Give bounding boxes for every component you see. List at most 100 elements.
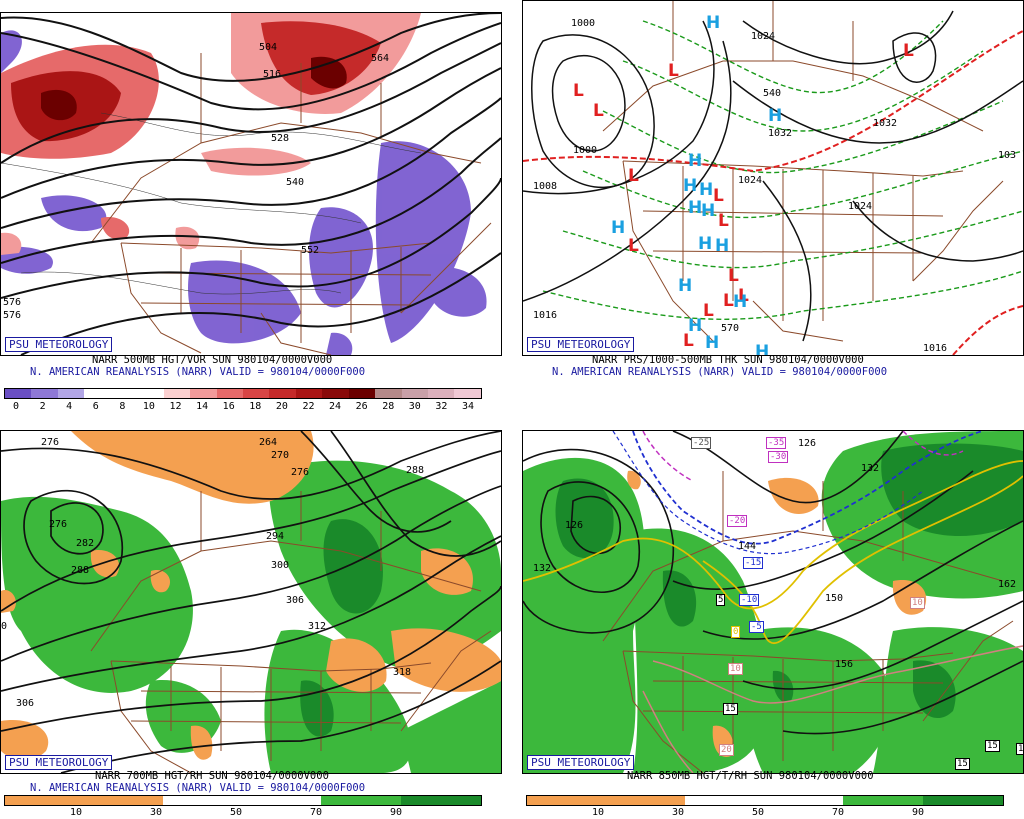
- vorticity-colorbar-ticks: 0 2 4 6 8 10 12 14 16 18 20 22 24 26 28 30 32 34: [4, 401, 480, 413]
- rh-colorbar: [526, 795, 1004, 806]
- freezing-thickness-line: [523, 30, 1023, 173]
- colorbar-swatch: [295, 389, 323, 398]
- colorbar-swatch: [163, 389, 191, 398]
- contour-label: 306: [286, 595, 304, 606]
- freezing-thickness-line-east: [952, 305, 1023, 355]
- colorbar-tick-label: 70: [309, 807, 323, 818]
- colorbar-tick-label: 10: [69, 807, 83, 818]
- height-contour-labels: 276 264 270 276 276 282 288 288 294 300 …: [1, 437, 424, 709]
- low-pressure-marker: L: [728, 266, 739, 286]
- temperature-label: -5: [749, 621, 764, 633]
- panel-caption-valid: N. AMERICAN REANALYSIS (NARR) VALID = 98…: [30, 366, 366, 378]
- colorbar-swatch: [31, 389, 58, 398]
- height-contours: [1, 13, 501, 355]
- thickness-label: 540: [763, 88, 781, 99]
- pressure-centers: L L L L L L L L L L L L L H H H H H H H: [573, 13, 914, 355]
- high-pressure-marker: H: [611, 218, 625, 238]
- temperature-label: 0: [731, 626, 741, 638]
- colorbar-tick-label: 32: [435, 401, 448, 412]
- contour-label: 294: [266, 531, 284, 542]
- high-pressure-marker: H: [688, 151, 702, 171]
- colorbar-tick-label: 90: [389, 807, 403, 818]
- colorbar-swatch: [428, 389, 455, 398]
- colorbar-swatch: [84, 389, 111, 398]
- thickness-label: 570: [721, 323, 739, 334]
- temperature-label: 10: [728, 663, 743, 675]
- psu-meteorology-badge: PSU METEOROLOGY: [527, 337, 635, 352]
- contour-label: 552: [301, 245, 319, 256]
- rh-colorbar-ticks: 10 30 50 70 90: [526, 807, 1002, 819]
- contour-label: 162: [998, 579, 1016, 590]
- colorbar-swatch: [322, 389, 349, 398]
- psu-meteorology-badge: PSU METEOROLOGY: [527, 755, 635, 770]
- contour-label: 156: [835, 659, 853, 670]
- low-pressure-marker: L: [628, 166, 639, 186]
- panel-caption-product: NARR PRS/1000-500MB THK SUN 980104/0000V…: [592, 354, 864, 366]
- colorbar-tick-label: 50: [751, 807, 765, 818]
- colorbar-tick-label: 12: [169, 401, 182, 412]
- low-pressure-marker: L: [703, 301, 714, 321]
- political-boundaries: [90, 491, 492, 773]
- colorbar-tick-label: 34: [461, 401, 475, 412]
- panel-caption-product: NARR 500MB HGT/VOR SUN 980104/0000V000: [92, 354, 333, 366]
- low-pressure-marker: L: [718, 211, 729, 231]
- contour-label: 564: [371, 53, 389, 64]
- contour-label: 132: [533, 563, 551, 574]
- colorbar-tick-label: 2: [39, 401, 46, 412]
- temperature-label: 15: [1016, 743, 1023, 755]
- moist-areas: [1, 460, 501, 773]
- rh-850mb-map-svg: 126 132 126 132 144 150 156 162: [523, 431, 1023, 773]
- dry-areas: [627, 470, 927, 757]
- temperature-label: 15: [985, 740, 1000, 752]
- vorticity-map-svg: 504 516 528 540 552 564 576 576: [1, 13, 501, 355]
- contour-label: 504: [259, 42, 277, 53]
- colorbar-swatch: [190, 389, 217, 398]
- colorbar-tick-label: 30: [149, 807, 163, 818]
- temperature-label: -25: [691, 437, 712, 449]
- colorbar-tick-label: 70: [831, 807, 845, 818]
- high-pressure-marker: H: [715, 236, 729, 256]
- colorbar-tick-label: 18: [249, 401, 262, 412]
- height-contours: [1, 431, 501, 773]
- isotherm-15c: [642, 690, 694, 773]
- contour-label: 1024: [848, 201, 872, 212]
- contour-label: 1024: [751, 31, 775, 42]
- colorbar-tick-label: 28: [382, 401, 395, 412]
- contour-label: 0: [1, 621, 7, 632]
- positive-vorticity-areas: [1, 13, 421, 255]
- high-pressure-marker: H: [755, 342, 769, 355]
- very-moist-areas: [555, 443, 1023, 719]
- map-500mb: 504 516 528 540 552 564 576 576 PSU METE…: [0, 12, 502, 356]
- high-pressure-marker: H: [705, 333, 719, 353]
- contour-label: 312: [308, 621, 326, 632]
- colorbar-swatch: [242, 389, 270, 398]
- temperature-label: 5: [716, 594, 726, 606]
- contour-label: 103: [998, 150, 1016, 161]
- temperature-label: 15: [955, 758, 970, 770]
- high-pressure-marker: H: [701, 201, 715, 221]
- temperature-label: -20: [727, 515, 748, 527]
- high-pressure-marker: H: [698, 234, 712, 254]
- contour-label: 318: [393, 667, 411, 678]
- high-pressure-marker: H: [733, 292, 747, 312]
- colorbar-swatch: [401, 389, 428, 398]
- thickness-contours: [542, 20, 1023, 320]
- colorbar-swatch: [137, 389, 164, 398]
- colorbar-tick-label: 20: [275, 401, 288, 412]
- mslp-thickness-map-svg: L L L L L L L L L L L L L H H H H H H H: [523, 1, 1023, 355]
- height-contour-labels: 504 516 528 540 552 564 576 576: [3, 42, 389, 321]
- contour-label: 264: [259, 437, 277, 448]
- colorbar-swatch: [5, 389, 32, 398]
- isotherm-5c: [702, 475, 1023, 645]
- contour-label: 288: [71, 565, 89, 576]
- isotherm-minus15c: [612, 431, 924, 555]
- political-boundaries: [90, 53, 492, 355]
- contour-label: 1032: [768, 128, 792, 139]
- low-pressure-marker: L: [713, 186, 724, 206]
- height-contour-labels: 126 132 126 132 144 150 156 162: [533, 438, 1016, 670]
- colorbar-swatch: [110, 389, 138, 398]
- colorbar-tick-label: 50: [229, 807, 243, 818]
- temperature-label: -35: [766, 437, 787, 449]
- contour-label: 282: [76, 538, 94, 549]
- high-pressure-marker: H: [706, 13, 720, 33]
